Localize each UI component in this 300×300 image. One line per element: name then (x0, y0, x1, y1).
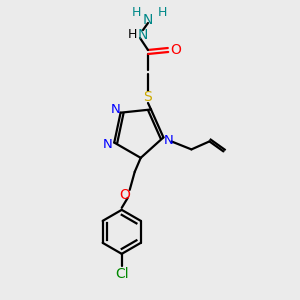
Text: O: O (171, 43, 182, 57)
Text: N: N (138, 28, 148, 42)
Text: N: N (102, 138, 112, 151)
Text: H: H (131, 5, 141, 19)
Text: H: H (157, 5, 167, 19)
Text: Cl: Cl (115, 267, 128, 281)
Text: H: H (127, 28, 137, 41)
Text: N: N (111, 103, 121, 116)
Text: N: N (164, 134, 173, 147)
Text: O: O (119, 188, 130, 202)
Text: N: N (143, 13, 153, 27)
Text: S: S (144, 90, 152, 104)
